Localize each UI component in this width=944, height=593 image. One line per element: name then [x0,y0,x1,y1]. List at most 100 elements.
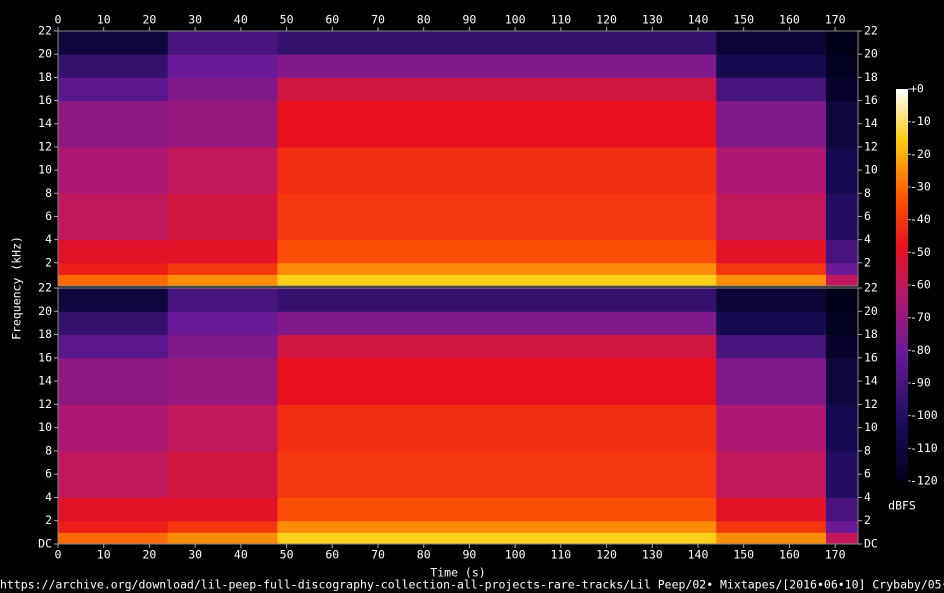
y-tick-label-right: 14 [864,374,878,388]
colorbar [896,89,908,481]
x-tick-label: 80 [417,13,431,27]
heatmap-cell [167,334,278,359]
heatmap-cell [716,450,827,498]
y-tick-label-right: 22 [864,281,878,295]
y-tick-label-right: 8 [864,186,871,200]
colorbar-tick-label: -100 [910,408,938,422]
y-tick-label: 12 [38,397,52,411]
colorbar-tick-label: -40 [910,212,931,226]
heatmap-cell [716,532,827,544]
x-tick-label: 10 [97,13,111,27]
y-tick-label: 12 [38,139,52,153]
x-axis-title: Time (s) [430,566,485,580]
y-tick-label-right: 18 [864,327,878,341]
heatmap-cell [277,100,717,148]
heatmap-cell [716,262,827,275]
heatmap-cell [167,532,278,544]
heatmap-cell [58,77,169,102]
heatmap-cell [58,262,169,275]
heatmap-cell [58,532,169,544]
colorbar-tick-label: -90 [910,376,931,390]
colorbar-tick-label: -70 [910,310,931,324]
heatmap-cell [826,334,858,359]
colorbar-tick-label: -110 [910,441,938,455]
heatmap-cell [58,404,169,452]
heatmap-cell [716,274,827,286]
y-tick-label: 16 [38,93,52,107]
y-tick-label-right: 4 [864,232,871,246]
y-tick-label: 20 [38,47,52,61]
x-tick-label: 130 [642,13,663,27]
heatmap-cell [716,31,827,55]
colorbar-tick-label: -20 [910,147,931,161]
heatmap-cell [58,288,169,312]
heatmap-cell [167,274,278,286]
heatmap-cell [826,288,858,312]
heatmap-cell [277,288,717,312]
heatmap-cell [167,193,278,241]
y-tick-label-right: 20 [864,47,878,61]
heatmap-cell [277,193,717,241]
y-tick-label: 8 [45,186,52,200]
heatmap-cell [277,54,717,78]
heatmap-cell [167,54,278,78]
x-tick-label: 130 [642,548,663,562]
panel-frame [57,30,859,287]
heatmap-cell [277,31,717,55]
y-tick-label: 6 [45,209,52,223]
heatmap-cell [58,450,169,498]
x-tick-label: 90 [462,13,476,27]
y-tick-label: 8 [45,443,52,457]
heatmap-cell [58,31,169,55]
y-tick-label-right: 6 [864,209,871,223]
colorbar-tick-label: -120 [910,474,938,488]
heatmap-cell [167,146,278,194]
y-tick-label: 22 [38,24,52,38]
heatmap-cell [826,239,858,264]
heatmap-cell [277,146,717,194]
y-tick-label: 10 [38,163,52,177]
colorbar-title: dBFS [888,499,916,513]
heatmap-cell [716,77,827,102]
heatmap-cell [826,262,858,275]
x-tick-label: 80 [417,548,431,562]
heatmap-cell [167,357,278,405]
heatmap-cell [826,311,858,336]
heatmap-cell [58,311,169,336]
heatmap-cell [826,274,858,286]
y-tick-label: 6 [45,467,52,481]
heatmap-cell [58,100,169,148]
y-tick-label-right: 16 [864,350,878,364]
heatmap-cell [167,288,278,312]
y-tick-label-right: 2 [864,513,871,527]
heatmap-cell [716,54,827,78]
y-tick-label: 10 [38,420,52,434]
heatmap-cell [167,100,278,148]
heatmap-cell [277,532,717,544]
y-tick-label-right: 12 [864,139,878,153]
x-tick-label: 160 [779,13,800,27]
x-tick-label: 60 [325,13,339,27]
y-tick-label: 2 [45,255,52,269]
heatmap-cell [277,262,717,275]
x-tick-label: 110 [550,13,571,27]
x-tick-label: 0 [55,13,62,27]
heatmap-cell [58,520,169,533]
heatmap-cell [826,357,858,405]
x-tick-label: 50 [280,548,294,562]
heatmap-cell [167,239,278,264]
heatmap-cell [716,193,827,241]
heatmap-cell [167,520,278,533]
heatmap-cell [826,146,858,194]
y-tick-label-right: 12 [864,397,878,411]
heatmap-cell [826,100,858,148]
heatmap-cell [167,404,278,452]
y-tick-label: 4 [45,490,52,504]
heatmap-cell [277,311,717,336]
heatmap-cell [826,193,858,241]
x-tick-label: 110 [550,548,571,562]
heatmap-cell [277,520,717,533]
heatmap-cell [826,54,858,78]
heatmap [58,31,858,286]
y-tick-label: 14 [38,116,52,130]
